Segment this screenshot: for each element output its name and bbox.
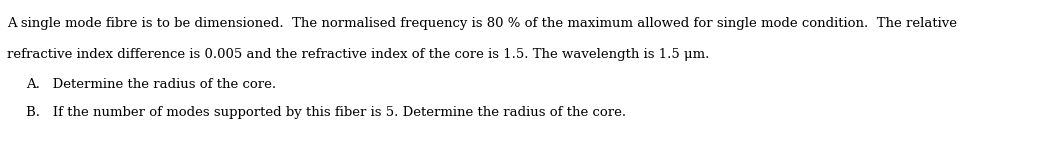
Text: B.   If the number of modes supported by this fiber is 5. Determine the radius o: B. If the number of modes supported by t…: [26, 106, 627, 119]
Text: A single mode fibre is to be dimensioned.  The normalised frequency is 80 % of t: A single mode fibre is to be dimensioned…: [7, 17, 957, 30]
Text: A.   Determine the radius of the core.: A. Determine the radius of the core.: [26, 78, 276, 91]
Text: refractive index difference is 0.005 and the refractive index of the core is 1.5: refractive index difference is 0.005 and…: [7, 48, 710, 61]
